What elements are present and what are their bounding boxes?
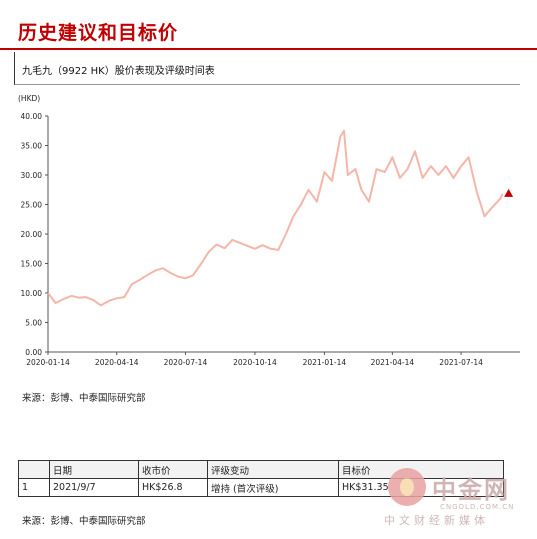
page-title: 历史建议和目标价 bbox=[18, 22, 179, 44]
table-source: 来源：彭博、中泰国际研究部 bbox=[22, 516, 146, 527]
x-tick-label: 2021-01-14 bbox=[303, 358, 347, 367]
rating-marker-triangle bbox=[504, 188, 514, 197]
y-tick-label: 5.00 bbox=[25, 319, 42, 328]
y-tick-label: 30.00 bbox=[21, 171, 43, 180]
header-cell-rating-change: 评级变动 bbox=[207, 460, 339, 479]
x-tick-label: 2020-01-14 bbox=[26, 358, 70, 367]
x-tick-label: 2021-07-14 bbox=[439, 358, 483, 367]
title-divider bbox=[0, 48, 537, 50]
plot-area bbox=[47, 129, 514, 307]
header-cell-close: 收市价 bbox=[138, 460, 208, 479]
cell-rating-change: 增持 (首次评级) bbox=[207, 478, 339, 497]
x-tick-label: 2021-04-14 bbox=[371, 358, 415, 367]
y-tick-label: 35.00 bbox=[21, 142, 43, 151]
chart-source: 来源：彭博、中泰国际研究部 bbox=[22, 393, 146, 404]
watermark-slogan: 中文财经新媒体 bbox=[384, 514, 489, 527]
y-tick-label: 25.00 bbox=[21, 201, 43, 210]
x-tick-label: 2020-07-14 bbox=[164, 358, 208, 367]
table-header-row: 日期 收市价 评级变动 目标价 bbox=[18, 460, 504, 479]
unit-label: (HKD) bbox=[18, 94, 40, 103]
watermark-brand: 中金网 bbox=[432, 476, 510, 504]
cell-index: 1 bbox=[18, 478, 50, 497]
x-tick-label: 2020-04-14 bbox=[95, 358, 139, 367]
price-series-line bbox=[47, 129, 504, 307]
chart-subtitle: 九毛九（9922 HK）股价表现及评级时间表 bbox=[22, 66, 215, 77]
y-axis: 0.00 5.00 10.00 15.00 20.00 25.00 30.00 35.00 40… bbox=[21, 112, 49, 357]
y-tick-label: 40.00 bbox=[21, 112, 43, 121]
subtitle-frame bbox=[14, 52, 520, 85]
watermark-domain: CNGOLD.COM.CN bbox=[440, 503, 515, 511]
x-axis: 2020-01-14 2020-04-14 2020-07-14 2020-10-14… bbox=[26, 351, 520, 367]
y-tick-label: 15.00 bbox=[21, 260, 43, 269]
header-cell-date: 日期 bbox=[49, 460, 139, 479]
price-chart: (HKD) 0.00 5.00 10.00 15.00 20.00 25.00 30.00 3… bbox=[18, 94, 520, 367]
cell-date: 2021/9/7 bbox=[49, 478, 139, 497]
x-tick-label: 2020-10-14 bbox=[233, 358, 277, 367]
header-cell-index bbox=[18, 460, 50, 479]
y-tick-label: 10.00 bbox=[21, 289, 43, 298]
y-tick-label: 0.00 bbox=[25, 348, 42, 357]
cell-close: HK$26.8 bbox=[138, 478, 208, 497]
y-tick-label: 20.00 bbox=[21, 230, 43, 239]
table-row: 1 2021/9/7 HK$26.8 增持 (首次评级) HK$31.35 bbox=[18, 478, 504, 497]
watermark-logo-icon bbox=[388, 468, 426, 506]
